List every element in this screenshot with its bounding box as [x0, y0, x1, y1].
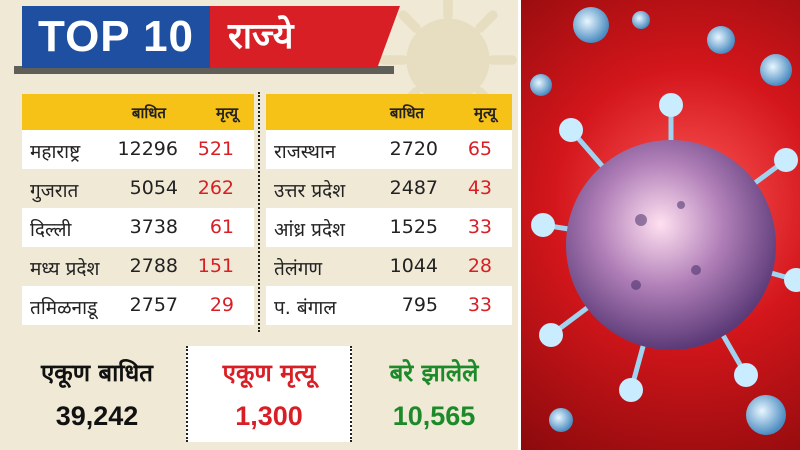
state-deaths: 262 — [197, 177, 234, 199]
recovered-label: बरे झालेले — [389, 359, 479, 387]
state-cases: 12296 — [117, 138, 178, 160]
table-row: तेलंगण 1044 28 — [266, 247, 512, 286]
total-deaths-box: एकूण मृत्यू 1,300 — [186, 346, 352, 442]
state-deaths: 33 — [467, 216, 492, 238]
state-name: मध्य प्रदेश — [30, 258, 100, 280]
state-cases: 3738 — [129, 216, 178, 238]
state-name: दिल्ली — [30, 219, 72, 241]
state-name: राजस्थान — [274, 141, 336, 163]
state-cases: 1044 — [389, 255, 438, 277]
state-name: प. बंगाल — [274, 297, 337, 319]
coronavirus-image — [521, 0, 800, 450]
table-row: उत्तर प्रदेश 2487 43 — [266, 169, 512, 208]
state-name: महाराष्ट्र — [30, 141, 81, 163]
left-state-table: बाधित मृत्यू महाराष्ट्र 12296 521 गुजरात 50… — [22, 94, 254, 325]
total-cases-value: 39,242 — [55, 401, 139, 431]
virus-watermark-icon — [379, 0, 517, 129]
state-deaths: 65 — [467, 138, 492, 160]
table-row: राजस्थान 2720 65 — [266, 130, 512, 169]
state-deaths: 61 — [209, 216, 234, 238]
state-cases: 2757 — [129, 294, 178, 316]
state-cases: 5054 — [129, 177, 178, 199]
table-header: बाधित मृत्यू — [22, 94, 254, 130]
total-deaths-label: एकूण मृत्यू — [222, 359, 316, 387]
state-deaths: 43 — [467, 177, 492, 199]
virus-illustration-icon — [530, 7, 800, 435]
state-cases: 2487 — [389, 177, 438, 199]
cases-column-header: बाधित — [131, 104, 166, 122]
state-deaths: 33 — [467, 294, 492, 316]
table-row: महाराष्ट्र 12296 521 — [22, 130, 254, 169]
right-state-table: बाधित मृत्यू राजस्थान 2720 65 उत्तर प्रदेश… — [266, 94, 512, 325]
header-shadow — [14, 66, 394, 74]
state-name: गुजरात — [30, 180, 79, 202]
total-cases-label: एकूण बाधित — [41, 359, 153, 387]
table-row: मध्य प्रदेश 2788 151 — [22, 247, 254, 286]
state-cases: 2720 — [389, 138, 438, 160]
recovered-box: बरे झालेले 10,565 — [356, 346, 512, 442]
state-deaths: 29 — [209, 294, 234, 316]
table-row: आंध्र प्रदेश 1525 33 — [266, 208, 512, 247]
table-row: गुजरात 5054 262 — [22, 169, 254, 208]
state-deaths: 521 — [197, 138, 234, 160]
state-cases: 1525 — [389, 216, 438, 238]
state-name: आंध्र प्रदेश — [274, 219, 345, 241]
deaths-column-header: मृत्यू — [473, 104, 496, 122]
deaths-column-header: मृत्यू — [215, 104, 238, 122]
state-cases: 2788 — [129, 255, 178, 277]
table-header: बाधित मृत्यू — [266, 94, 512, 130]
table-row: प. बंगाल 795 33 — [266, 286, 512, 325]
recovered-value: 10,565 — [392, 401, 476, 431]
top10-title: TOP 10 — [22, 6, 210, 68]
stats-panel: TOP 10 राज्ये बाधित मृत्यू महाराष्ट्र 122… — [0, 0, 518, 450]
states-title: राज्ये — [210, 6, 400, 68]
table-row: दिल्ली 3738 61 — [22, 208, 254, 247]
state-name: तेलंगण — [274, 258, 323, 280]
column-divider — [258, 92, 260, 332]
total-deaths-value: 1,300 — [235, 401, 303, 431]
state-name: उत्तर प्रदेश — [274, 180, 346, 202]
state-deaths: 28 — [467, 255, 492, 277]
state-name: तमिळनाडू — [30, 297, 98, 319]
total-cases-box: एकूण बाधित 39,242 — [22, 346, 172, 442]
cases-column-header: बाधित — [389, 104, 424, 122]
table-row: तमिळनाडू 2757 29 — [22, 286, 254, 325]
state-cases: 795 — [401, 294, 438, 316]
state-deaths: 151 — [197, 255, 234, 277]
